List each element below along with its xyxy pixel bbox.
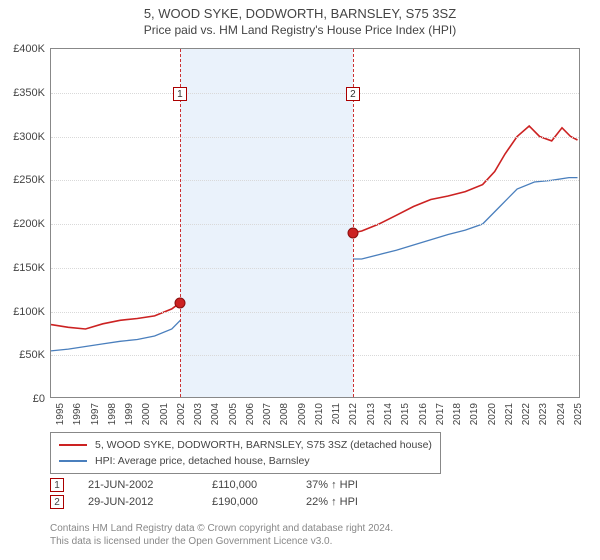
x-tick-label: 2002 [176,403,187,425]
x-tick-label: 2007 [262,403,273,425]
y-tick-label: £300K [13,131,45,143]
x-tick-label: 2019 [469,403,480,425]
sale-marker-box: 1 [173,87,187,101]
sale-point [347,227,358,238]
y-tick-label: £250K [13,174,45,186]
y-gridline [51,93,579,94]
sale-row-marker: 1 [50,478,64,492]
x-tick-label: 2020 [487,403,498,425]
x-tick-label: 2009 [297,403,308,425]
sales-table: 1 21-JUN-2002 £110,000 37% ↑ HPI 2 29-JUN-201… [50,478,416,512]
chart-legend: 5, WOOD SYKE, DODWORTH, BARNSLEY, S75 3S… [50,432,441,474]
sale-period-shade [180,49,353,397]
x-tick-label: 1995 [55,403,66,425]
sale-point [174,297,185,308]
y-gridline [51,312,579,313]
x-tick-label: 2008 [279,403,290,425]
sale-row-date: 29-JUN-2012 [88,496,188,508]
sale-row-price: £190,000 [212,496,282,508]
x-tick-label: 2005 [228,403,239,425]
chart-title-block: 5, WOOD SYKE, DODWORTH, BARNSLEY, S75 3S… [0,0,600,37]
x-tick-label: 2013 [366,403,377,425]
y-tick-label: £400K [13,43,45,55]
legend-item: HPI: Average price, detached house, Barn… [59,453,432,469]
chart-plot-area: £0£50K£100K£150K£200K£250K£300K£350K£400… [50,48,580,398]
x-tick-label: 2023 [538,403,549,425]
sale-row-pct: 37% ↑ HPI [306,479,416,491]
legend-swatch [59,444,87,446]
legend-label: 5, WOOD SYKE, DODWORTH, BARNSLEY, S75 3S… [95,437,432,453]
x-tick-label: 1997 [90,403,101,425]
y-tick-label: £0 [33,393,45,405]
x-tick-label: 1999 [124,403,135,425]
y-gridline [51,268,579,269]
x-tick-label: 2001 [159,403,170,425]
x-tick-label: 2024 [556,403,567,425]
x-tick-label: 2014 [383,403,394,425]
x-tick-label: 2011 [331,403,342,425]
x-tick-label: 2016 [418,403,429,425]
y-gridline [51,224,579,225]
sale-row: 1 21-JUN-2002 £110,000 37% ↑ HPI [50,478,416,492]
y-tick-label: £350K [13,87,45,99]
x-tick-label: 2018 [452,403,463,425]
x-tick-label: 2021 [504,403,515,425]
legend-label: HPI: Average price, detached house, Barn… [95,453,310,469]
x-tick-label: 2004 [210,403,221,425]
y-gridline [51,355,579,356]
y-tick-label: £200K [13,218,45,230]
y-tick-label: £50K [19,349,45,361]
x-tick-label: 1998 [107,403,118,425]
sale-row: 2 29-JUN-2012 £190,000 22% ↑ HPI [50,495,416,509]
y-gridline [51,137,579,138]
y-tick-label: £150K [13,262,45,274]
legend-swatch [59,460,87,462]
chart-title: 5, WOOD SYKE, DODWORTH, BARNSLEY, S75 3S… [0,6,600,21]
chart-subtitle: Price paid vs. HM Land Registry's House … [0,23,600,37]
sale-row-price: £110,000 [212,479,282,491]
sale-row-marker: 2 [50,495,64,509]
x-tick-label: 2025 [573,403,584,425]
x-tick-label: 2000 [141,403,152,425]
x-tick-label: 2017 [435,403,446,425]
x-tick-label: 2006 [245,403,256,425]
sale-marker-box: 2 [346,87,360,101]
sale-row-date: 21-JUN-2002 [88,479,188,491]
footer-line-1: Contains HM Land Registry data © Crown c… [50,522,393,535]
x-tick-label: 2022 [521,403,532,425]
chart-footer: Contains HM Land Registry data © Crown c… [50,522,393,548]
y-tick-label: £100K [13,306,45,318]
legend-item: 5, WOOD SYKE, DODWORTH, BARNSLEY, S75 3S… [59,437,432,453]
x-tick-label: 2012 [348,403,359,425]
y-gridline [51,180,579,181]
footer-line-2: This data is licensed under the Open Gov… [50,535,393,548]
x-tick-label: 2003 [193,403,204,425]
sale-row-pct: 22% ↑ HPI [306,496,416,508]
x-tick-label: 2015 [400,403,411,425]
x-tick-label: 2010 [314,403,325,425]
x-tick-label: 1996 [72,403,83,425]
